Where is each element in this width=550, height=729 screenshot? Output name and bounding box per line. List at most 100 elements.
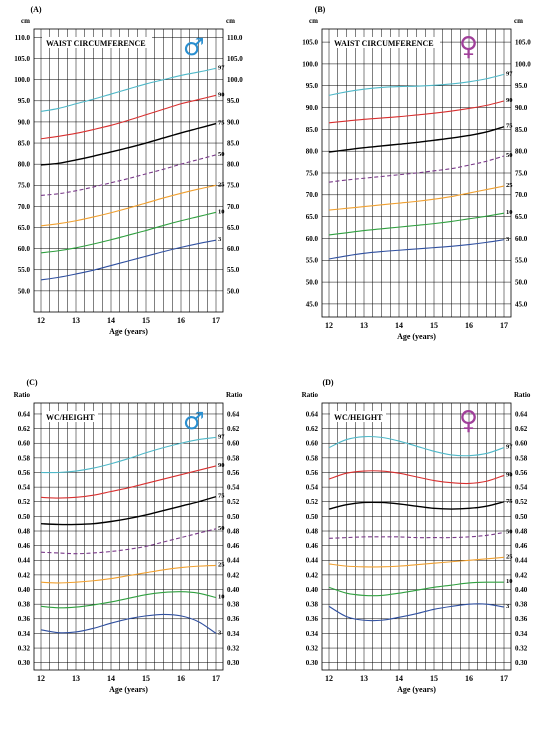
y-tick-label-left: 50.0 xyxy=(306,278,319,286)
y-tick-label-left: 0.58 xyxy=(18,454,31,462)
y-tick-label-right: 50.0 xyxy=(515,278,528,286)
x-tick-label: 15 xyxy=(430,674,438,683)
series-label-p90: 90 xyxy=(218,91,225,98)
y-tick-label-left: 105.0 xyxy=(14,55,30,63)
x-axis-label: Age (years) xyxy=(109,327,148,336)
y-tick-label-right: 0.50 xyxy=(515,513,528,521)
series-label-p97: 97 xyxy=(506,70,513,77)
x-tick-label: 14 xyxy=(107,316,115,325)
y-tick-label-right: 0.42 xyxy=(515,571,528,579)
y-unit-right: Ratio xyxy=(226,391,243,399)
y-tick-label-right: 0.30 xyxy=(515,659,528,667)
y-tick-label-left: 0.34 xyxy=(18,630,31,638)
male-symbol-icon: ♂ xyxy=(183,407,205,435)
grid xyxy=(322,29,511,317)
y-tick-label-left: 60.0 xyxy=(306,235,319,243)
x-tick-label: 12 xyxy=(37,316,45,325)
series-label-p50: 50 xyxy=(506,528,513,535)
y-tick-label-left: 65.0 xyxy=(306,213,319,221)
y-tick-label-right: 95.0 xyxy=(515,82,528,90)
x-tick-label: 12 xyxy=(325,674,333,683)
series-label-p10: 10 xyxy=(218,594,225,601)
x-tick-label: 16 xyxy=(465,321,473,330)
x-tick-label: 12 xyxy=(325,321,333,330)
y-tick-label-right: 60.0 xyxy=(227,245,240,253)
y-tick-label-left: 0.30 xyxy=(18,659,31,667)
y-tick-label-right: 0.44 xyxy=(227,557,240,565)
series-label-p75: 75 xyxy=(506,123,513,130)
y-tick-label-left: 0.60 xyxy=(306,440,319,448)
y-tick-label-left: 0.46 xyxy=(306,542,319,550)
y-tick-label-left: 0.46 xyxy=(18,542,31,550)
y-tick-label-right: 0.40 xyxy=(515,586,528,594)
female-symbol-icon: ♀ xyxy=(459,406,478,436)
plot-frame xyxy=(321,28,512,318)
y-tick-label-right: 0.32 xyxy=(227,644,240,652)
y-tick-label-left: 100.0 xyxy=(14,76,30,84)
x-axis-label: Age (years) xyxy=(397,685,436,694)
y-tick-label-left: 0.62 xyxy=(18,425,31,433)
panel-label: (D) xyxy=(322,378,333,387)
series-line-p25 xyxy=(328,556,505,568)
series-label-p75: 75 xyxy=(506,498,513,505)
chart-title: WAIST CIRCUMFERENCE xyxy=(46,39,146,48)
y-tick-label-left: 0.56 xyxy=(306,469,319,477)
chart-title-bg xyxy=(330,37,440,48)
y-tick-label-right: 85.0 xyxy=(515,126,528,134)
y-tick-label-right: 0.32 xyxy=(515,644,528,652)
y-tick-label-left: 75.0 xyxy=(18,182,31,190)
x-tick-label: 14 xyxy=(395,321,403,330)
x-tick-label: 15 xyxy=(142,316,150,325)
series-line-p75 xyxy=(328,126,505,153)
y-tick-label-left: 0.44 xyxy=(306,557,319,565)
x-tick-label: 17 xyxy=(212,674,220,683)
y-tick-label-right: 0.58 xyxy=(227,454,240,462)
y-tick-label-right: 0.44 xyxy=(515,557,528,565)
series-line-p90 xyxy=(40,465,217,499)
y-tick-label-left: 0.64 xyxy=(306,410,319,418)
plot-frame xyxy=(321,402,512,671)
y-tick-label-right: 75.0 xyxy=(227,182,240,190)
series-line-p50 xyxy=(328,531,505,539)
series-line-p10 xyxy=(40,591,217,609)
y-tick-label-left: 0.50 xyxy=(306,513,319,521)
y-tick-label-left: 90.0 xyxy=(18,118,31,126)
x-tick-label: 16 xyxy=(177,674,185,683)
x-axis-label: Age (years) xyxy=(109,685,148,694)
y-tick-label-right: 60.0 xyxy=(515,235,528,243)
x-tick-label: 13 xyxy=(72,316,80,325)
y-tick-label-right: 85.0 xyxy=(227,139,240,147)
y-tick-label-left: 85.0 xyxy=(306,126,319,134)
y-tick-label-right: 0.30 xyxy=(227,659,240,667)
y-tick-label-left: 0.32 xyxy=(18,644,31,652)
y-tick-label-left: 95.0 xyxy=(18,97,31,105)
series-label-p10: 10 xyxy=(506,209,513,216)
y-tick-label-left: 0.54 xyxy=(306,484,319,492)
grid xyxy=(34,403,223,670)
y-tick-label-left: 0.42 xyxy=(18,571,31,579)
x-tick-label: 16 xyxy=(465,674,473,683)
y-tick-label-left: 0.44 xyxy=(18,557,31,565)
series-line-p75 xyxy=(40,495,217,526)
series-line-p90 xyxy=(328,470,505,485)
series-line-p90 xyxy=(40,94,217,140)
y-tick-label-right: 70.0 xyxy=(227,203,240,211)
series-label-p75: 75 xyxy=(218,493,225,500)
series-line-p75 xyxy=(328,501,505,510)
y-tick-label-right: 0.64 xyxy=(515,410,528,418)
y-tick-label-left: 45.0 xyxy=(306,300,319,308)
plot-frame xyxy=(33,402,224,671)
panel-label: (C) xyxy=(26,378,37,387)
y-tick-label-right: 0.54 xyxy=(515,484,528,492)
y-tick-label-right: 110.0 xyxy=(227,34,243,42)
series-line-p25 xyxy=(40,564,217,584)
y-tick-label-right: 80.0 xyxy=(515,148,528,156)
y-tick-label-left: 70.0 xyxy=(18,203,31,211)
y-tick-label-left: 90.0 xyxy=(306,104,319,112)
series-label-p3: 3 xyxy=(218,629,222,636)
y-tick-label-right: 0.36 xyxy=(515,615,528,623)
y-tick-label-right: 90.0 xyxy=(515,104,528,112)
y-tick-label-left: 70.0 xyxy=(306,191,319,199)
